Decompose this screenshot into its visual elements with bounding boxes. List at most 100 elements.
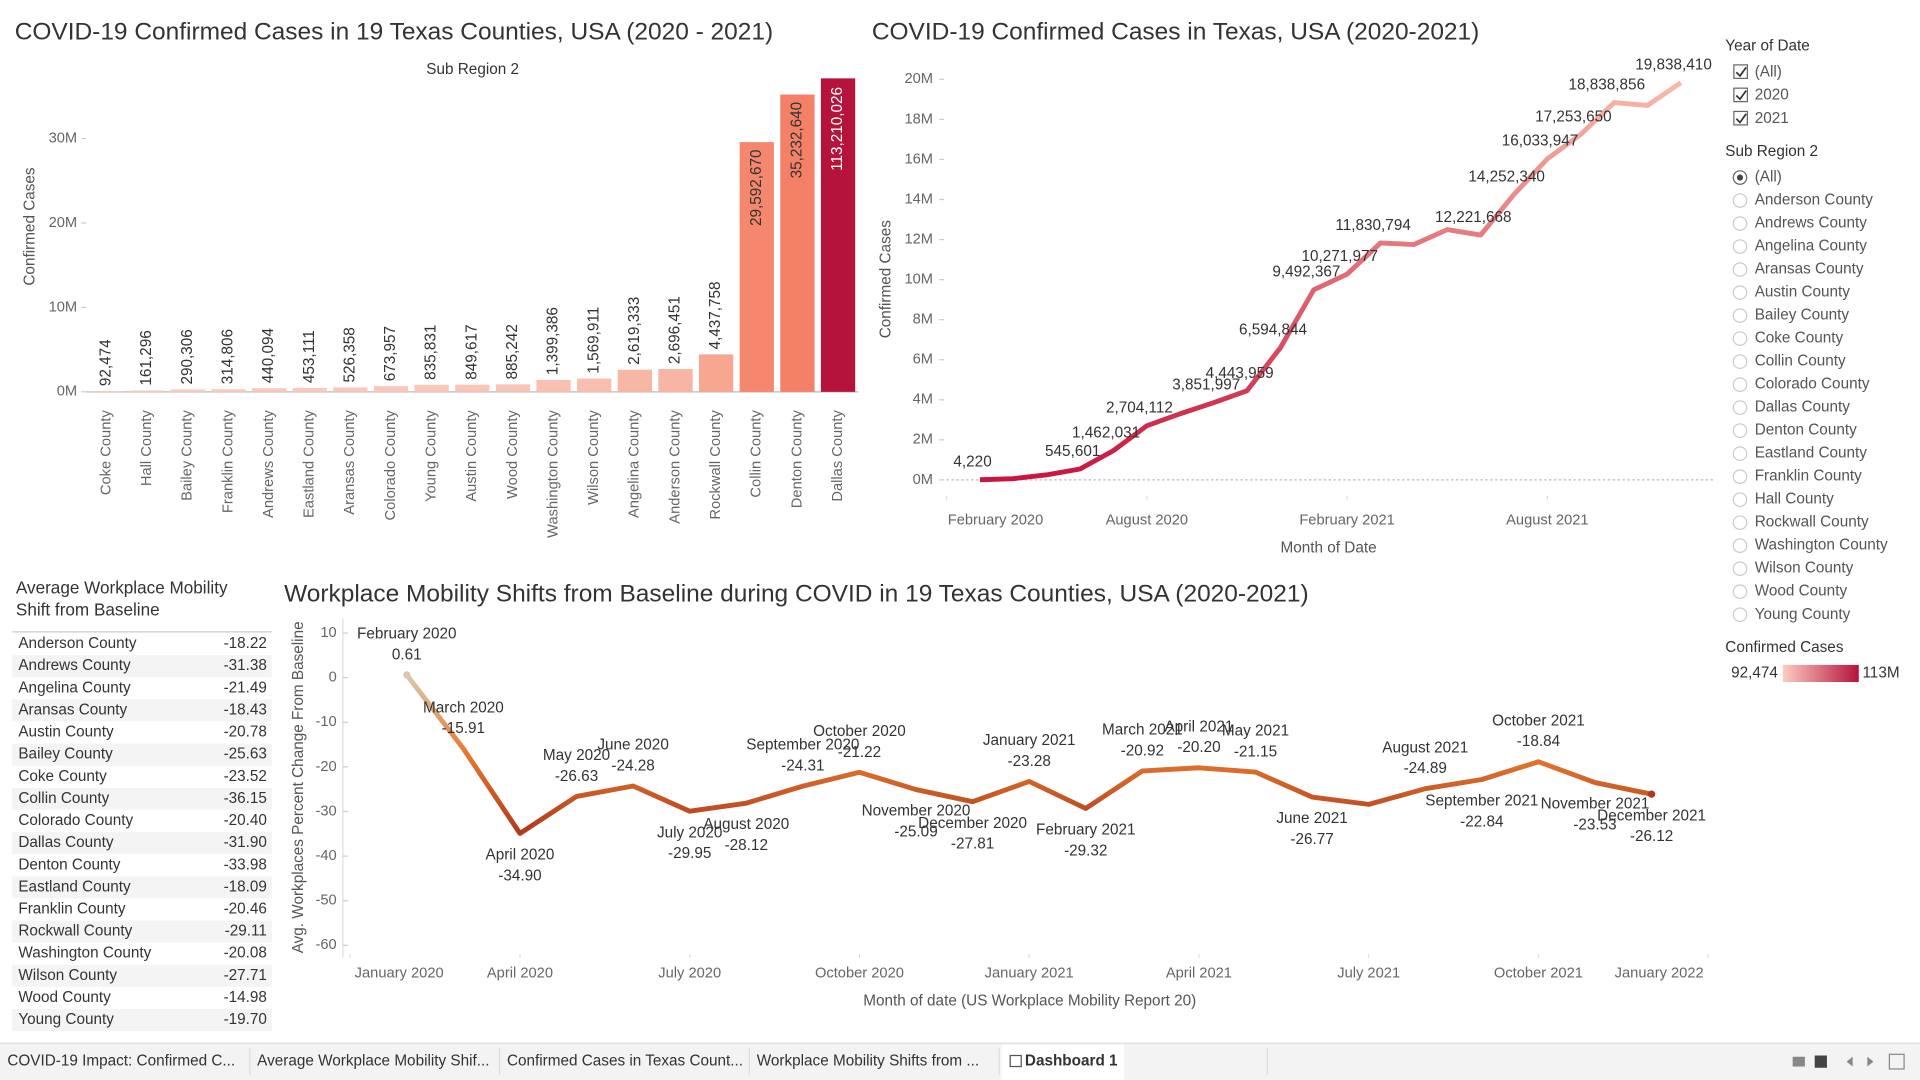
point-month-label: September 2021	[1425, 793, 1538, 810]
x-tick-label: February 2020	[948, 512, 1044, 528]
nav-icons	[1792, 1053, 1905, 1070]
radio[interactable]	[1732, 584, 1748, 600]
filter-option[interactable]: (All)	[1755, 169, 1782, 186]
filter-option[interactable]: (All)	[1755, 63, 1782, 80]
point-month-label: May 2020	[543, 747, 610, 764]
radio[interactable]	[1732, 308, 1748, 323]
data-label: 545,601	[1045, 443, 1100, 460]
radio[interactable]	[1732, 331, 1748, 346]
radio[interactable]	[1732, 216, 1748, 231]
data-label: -26.12	[1630, 828, 1673, 845]
radio[interactable]	[1732, 354, 1748, 369]
point-month-label: August 2021	[1382, 739, 1468, 756]
table-cell: -19.70	[224, 1011, 267, 1028]
icon[interactable]	[1846, 1056, 1853, 1067]
filter-option[interactable]: Wood County	[1755, 583, 1848, 600]
bar	[130, 390, 165, 392]
table-cell: Coke County	[18, 768, 107, 785]
bar	[617, 369, 652, 392]
filter-option[interactable]: Denton County	[1755, 422, 1857, 439]
filter-option[interactable]: Dallas County	[1755, 399, 1851, 416]
radio[interactable]	[1732, 285, 1748, 300]
y-tick-label: -60	[316, 937, 337, 953]
radio[interactable]	[1732, 193, 1748, 208]
filter-option[interactable]: Washington County	[1755, 537, 1888, 554]
radio[interactable]	[1732, 239, 1748, 254]
filter-option[interactable]: 2020	[1755, 87, 1789, 104]
filter-option[interactable]: Aransas County	[1755, 261, 1864, 278]
table-cell: Collin County	[18, 790, 109, 807]
table-row-bg	[12, 655, 272, 678]
data-label: -18.84	[1517, 733, 1561, 750]
filter-option[interactable]: Coke County	[1755, 330, 1844, 347]
radio[interactable]	[1732, 423, 1748, 438]
icon[interactable]	[1792, 1056, 1805, 1067]
x-axis-title: Month of date (US Workplace Mobility Rep…	[863, 993, 1196, 1010]
checkbox[interactable]	[1733, 87, 1748, 103]
tab[interactable]: Workplace Mobility Shifts from ...	[757, 1053, 979, 1070]
filter-option[interactable]: Anderson County	[1755, 192, 1874, 209]
table-cell: Young County	[18, 1011, 114, 1028]
filter-option[interactable]: Wilson County	[1755, 560, 1854, 577]
filter-option[interactable]: Franklin County	[1755, 468, 1862, 485]
table-cell: -31.38	[224, 657, 267, 674]
radio[interactable]	[1732, 262, 1748, 277]
data-label: 526,358	[341, 327, 358, 382]
filter-title: Sub Region 2	[1725, 143, 1818, 160]
bar	[373, 386, 409, 392]
x-tick-label: October 2021	[1494, 965, 1583, 981]
radio[interactable]	[1732, 561, 1748, 577]
radio[interactable]	[1732, 469, 1748, 485]
data-label: 835,831	[423, 325, 440, 380]
data-label: 4,443,959	[1206, 365, 1274, 382]
radio[interactable]	[1732, 446, 1748, 461]
tab[interactable]: COVID-19 Impact: Confirmed C...	[7, 1053, 235, 1070]
table-cell: -29.11	[225, 923, 267, 940]
icon[interactable]	[1867, 1056, 1874, 1067]
filter-option[interactable]: Bailey County	[1755, 307, 1850, 324]
radio[interactable]	[1732, 515, 1748, 531]
tab[interactable]: Confirmed Cases in Texas Count...	[507, 1053, 743, 1070]
data-label: 16,033,947	[1502, 133, 1579, 150]
icon[interactable]	[1888, 1053, 1905, 1070]
filter-option[interactable]: Hall County	[1755, 491, 1834, 508]
filter-option[interactable]: Austin County	[1755, 284, 1851, 301]
filter-option[interactable]: 2021	[1755, 110, 1789, 127]
radio[interactable]	[1732, 377, 1748, 392]
y-tick-label: 10M	[49, 299, 78, 315]
filter-option[interactable]: Colorado County	[1755, 376, 1870, 393]
table-row-bg	[12, 743, 272, 766]
table-cell: -20.08	[224, 945, 267, 962]
filter-option[interactable]: Angelina County	[1755, 238, 1868, 255]
radio[interactable]	[1732, 607, 1748, 623]
data-label: 885,242	[504, 324, 521, 379]
point-month-label: May 2021	[1222, 723, 1289, 740]
checkbox[interactable]	[1733, 110, 1748, 126]
filter-option[interactable]: Rockwall County	[1755, 514, 1869, 531]
filter-option[interactable]: Young County	[1755, 606, 1851, 623]
y-tick-label: 14M	[904, 191, 933, 207]
radio[interactable]	[1732, 538, 1748, 554]
filter-option[interactable]: Andrews County	[1755, 215, 1868, 232]
x-tick-label: February 2021	[1299, 512, 1395, 528]
x-tick-label: Coke County	[98, 410, 114, 496]
radio[interactable]	[1732, 400, 1748, 415]
data-label: 673,957	[382, 326, 399, 381]
x-tick-label: Young County	[424, 410, 440, 502]
data-label: -34.90	[498, 867, 541, 884]
radio[interactable]	[1732, 492, 1748, 508]
tab[interactable]: Average Workplace Mobility Shif...	[257, 1053, 489, 1070]
filter-option[interactable]: Collin County	[1755, 353, 1846, 370]
filter-option[interactable]: Eastland County	[1755, 445, 1868, 462]
y-tick-label: -30	[316, 803, 337, 819]
x-tick-label: July 2021	[1337, 965, 1400, 981]
data-label: 1,399,386	[545, 307, 562, 375]
data-label: 2,619,333	[626, 297, 643, 365]
point-month-label: August 2020	[703, 816, 789, 833]
icon[interactable]	[1814, 1055, 1827, 1068]
data-label: -24.89	[1404, 760, 1447, 777]
y-tick-label: -40	[316, 848, 337, 864]
checkbox[interactable]	[1733, 64, 1748, 79]
tab[interactable]: Dashboard 1	[1025, 1053, 1118, 1070]
